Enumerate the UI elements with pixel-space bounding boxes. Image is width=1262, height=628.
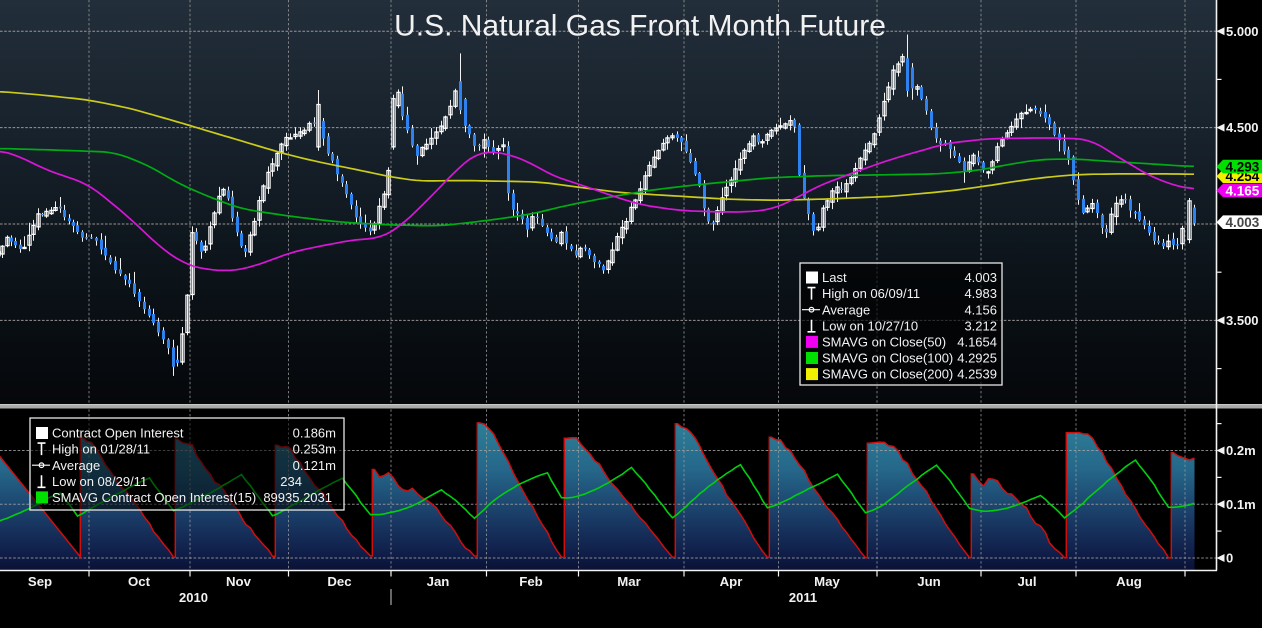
svg-text:0.186m: 0.186m bbox=[293, 426, 336, 441]
svg-text:High on 06/09/11: High on 06/09/11 bbox=[822, 286, 920, 301]
svg-text:4.165: 4.165 bbox=[1226, 183, 1260, 198]
svg-text:SMAVG on Close(50): SMAVG on Close(50) bbox=[822, 335, 946, 350]
svg-text:Nov: Nov bbox=[226, 574, 252, 589]
svg-text:SMAVG on Close(200): SMAVG on Close(200) bbox=[822, 367, 953, 382]
svg-text:SMAVG on Close(100): SMAVG on Close(100) bbox=[822, 351, 953, 366]
svg-text:Sep: Sep bbox=[28, 574, 52, 589]
svg-text:4.156: 4.156 bbox=[964, 302, 997, 317]
svg-text:Mar: Mar bbox=[617, 574, 640, 589]
svg-text:234: 234 bbox=[280, 474, 302, 489]
svg-text:4.2539: 4.2539 bbox=[957, 367, 997, 382]
svg-text:Oct: Oct bbox=[128, 574, 151, 589]
svg-text:0: 0 bbox=[1226, 551, 1233, 566]
svg-text:4.293: 4.293 bbox=[1226, 159, 1260, 174]
svg-text:2010: 2010 bbox=[179, 590, 208, 605]
svg-text:5.000: 5.000 bbox=[1226, 24, 1259, 39]
svg-text:Feb: Feb bbox=[519, 574, 542, 589]
svg-text:0.2m: 0.2m bbox=[1226, 443, 1256, 458]
svg-text:Last: Last bbox=[822, 270, 847, 285]
svg-text:4.1654: 4.1654 bbox=[957, 335, 997, 350]
svg-text:Low on 10/27/10: Low on 10/27/10 bbox=[822, 318, 918, 333]
svg-text:Jul: Jul bbox=[1017, 574, 1036, 589]
svg-text:4.2925: 4.2925 bbox=[957, 351, 997, 366]
svg-text:3.212: 3.212 bbox=[964, 318, 997, 333]
svg-text:Average: Average bbox=[822, 302, 870, 317]
svg-text:4.003: 4.003 bbox=[964, 270, 997, 285]
svg-text:0.253m: 0.253m bbox=[293, 442, 336, 457]
svg-text:Jun: Jun bbox=[917, 574, 940, 589]
svg-text:Apr: Apr bbox=[720, 574, 743, 589]
svg-text:Dec: Dec bbox=[327, 574, 351, 589]
svg-text:U.S. Natural Gas Front Month F: U.S. Natural Gas Front Month Future bbox=[394, 10, 886, 43]
svg-text:High on 01/28/11: High on 01/28/11 bbox=[52, 442, 150, 457]
svg-text:89935.2031: 89935.2031 bbox=[263, 490, 332, 505]
svg-text:2011: 2011 bbox=[789, 590, 817, 605]
svg-text:0.121m: 0.121m bbox=[293, 458, 336, 473]
svg-text:Low on 08/29/11: Low on 08/29/11 bbox=[52, 474, 147, 489]
svg-text:3.500: 3.500 bbox=[1226, 313, 1259, 328]
svg-text:4.983: 4.983 bbox=[964, 286, 997, 301]
svg-text:0.1m: 0.1m bbox=[1226, 497, 1256, 512]
svg-text:May: May bbox=[814, 574, 840, 589]
svg-text:Average: Average bbox=[52, 458, 100, 473]
svg-text:Contract Open Interest: Contract Open Interest bbox=[52, 426, 184, 441]
svg-text:4.500: 4.500 bbox=[1226, 120, 1259, 135]
svg-text:Jan: Jan bbox=[427, 574, 450, 589]
svg-text:SMAVG Contract Open Interest(1: SMAVG Contract Open Interest(15) bbox=[52, 490, 256, 505]
svg-text:4.003: 4.003 bbox=[1226, 215, 1260, 230]
svg-text:Aug: Aug bbox=[1116, 574, 1142, 589]
